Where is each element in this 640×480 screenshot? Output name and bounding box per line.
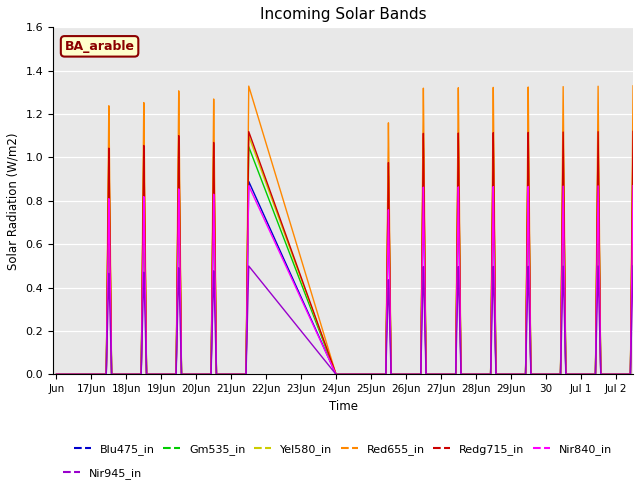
Y-axis label: Solar Radiation (W/m2): Solar Radiation (W/m2) [7, 132, 20, 270]
Legend: Nir945_in: Nir945_in [58, 464, 146, 480]
X-axis label: Time: Time [328, 400, 358, 413]
Text: BA_arable: BA_arable [65, 40, 134, 53]
Title: Incoming Solar Bands: Incoming Solar Bands [260, 7, 426, 22]
